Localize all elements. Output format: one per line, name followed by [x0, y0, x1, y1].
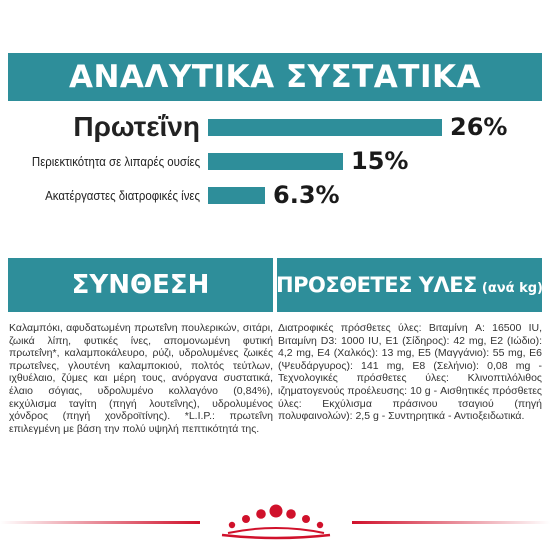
composition-title: ΣΥΝΘΕΣΗ	[71, 270, 210, 300]
analytical-label: Ακατέργαστες διατροφικές ίνες	[45, 187, 200, 203]
analytical-bar	[208, 119, 442, 136]
analytical-value: 15%	[351, 147, 409, 175]
analytical-title: ΑΝΑΛΥΤΙΚΑ ΣΥΣΤΑΤΙΚΑ	[69, 59, 481, 95]
composition-text: Καλαμπόκι, αφυδατωμένη πρωτεΐνη πουλερικ…	[9, 322, 273, 435]
additives-text: Διατροφικές πρόσθετες ύλες: Βιταμίνη A: …	[278, 322, 542, 423]
additives-subtitle: (ανά kg)	[481, 280, 543, 296]
footer-divider-right	[352, 521, 550, 524]
footer-divider-left	[0, 521, 200, 524]
additives-panel: ΠΡΟΣΘΕΤΕΣ ΥΛΕΣ (ανά kg) Διατροφικές πρόσ…	[276, 258, 543, 423]
analytical-bar	[208, 153, 343, 170]
composition-panel: ΣΥΝΘΕΣΗ Καλαμπόκι, αφυδατωμένη πρωτεΐνη …	[8, 258, 273, 435]
analytical-banner: ΑΝΑΛΥΤΙΚΑ ΣΥΣΤΑΤΙΚΑ	[8, 53, 542, 101]
additives-title: ΠΡΟΣΘΕΤΕΣ ΥΛΕΣ	[276, 273, 477, 297]
analytical-label: Περιεκτικότητα σε λιπαρές ουσίες	[31, 153, 200, 169]
analytical-row-fat: Περιεκτικότητα σε λιπαρές ουσίες 15%	[0, 146, 550, 176]
analytical-row-fibre: Ακατέργαστες διατροφικές ίνες 6.3%	[0, 180, 550, 210]
analytical-row-protein: Πρωτεΐνη 26%	[0, 111, 550, 142]
composition-header: ΣΥΝΘΕΣΗ	[8, 258, 273, 312]
analytical-value: 6.3%	[273, 181, 340, 209]
analytical-bar	[208, 187, 265, 204]
analytical-label: Πρωτεΐνη	[73, 111, 200, 142]
analytical-value: 26%	[450, 113, 508, 141]
additives-header: ΠΡΟΣΘΕΤΕΣ ΥΛΕΣ (ανά kg)	[276, 258, 543, 312]
royal-canin-crown-icon	[221, 504, 331, 540]
